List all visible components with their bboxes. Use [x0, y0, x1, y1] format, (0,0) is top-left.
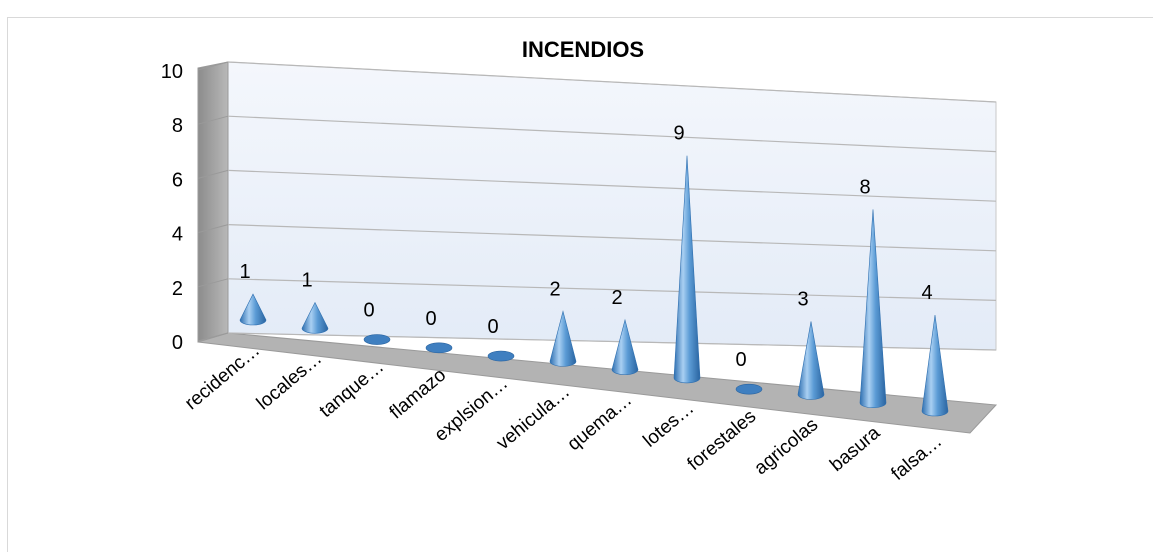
cone-bar-zero [735, 383, 763, 395]
x-tick-label: recidenc… [181, 340, 264, 414]
gridline-side [197, 115, 229, 125]
chart-frame [7, 17, 1153, 552]
gridline [227, 169, 997, 202]
cone-bar-zero [363, 334, 391, 345]
x-tick-label: basura [826, 422, 884, 476]
x-tick-label: agricolas [750, 414, 822, 479]
x-tick-label: falsa… [887, 431, 946, 485]
gridline [227, 115, 997, 153]
chart-title: INCENDIOS [522, 37, 644, 62]
cone-bar [549, 310, 577, 367]
cone-bar [301, 301, 329, 334]
y-tick-label: 6 [172, 169, 183, 191]
cone-bar [673, 155, 701, 384]
gridline [227, 224, 997, 252]
data-label: 8 [859, 176, 870, 198]
cone-bar [797, 321, 825, 400]
gridline-side [197, 169, 229, 179]
data-label: 2 [549, 278, 560, 300]
x-tick-label: locales… [253, 348, 326, 414]
data-label: 2 [611, 287, 622, 309]
data-label: 3 [797, 288, 808, 310]
cone-bar [611, 318, 639, 375]
gridline-side [197, 332, 229, 342]
x-tick-label: lotes… [639, 398, 698, 452]
y-tick-label: 2 [172, 278, 183, 300]
data-label: 0 [363, 300, 374, 322]
data-label: 1 [239, 261, 250, 283]
y-tick-label: 0 [172, 332, 183, 354]
cone-bar [239, 293, 267, 326]
cone-bar-zero [487, 350, 515, 362]
gridline-side [197, 278, 229, 288]
cone-bar [859, 209, 887, 409]
y-tick-label: 4 [172, 224, 183, 246]
x-tick-label: quema… [564, 389, 637, 455]
gridline-side [197, 224, 229, 234]
data-label: 4 [921, 282, 932, 304]
x-tick-label: tanque… [316, 356, 389, 422]
x-tick-label: flamazo [386, 365, 450, 424]
y-tick-label: 8 [172, 115, 183, 137]
data-label: 9 [673, 123, 684, 145]
data-label: 1 [301, 270, 312, 292]
y-tick-label: 10 [161, 61, 183, 83]
data-label: 0 [425, 308, 436, 330]
cone-bar-zero [425, 342, 453, 354]
gridline-side [197, 61, 229, 71]
gridline [227, 61, 997, 103]
data-label: 0 [735, 349, 746, 371]
side-wall [197, 61, 229, 343]
cone-bar [921, 315, 949, 417]
data-label: 0 [487, 316, 498, 338]
